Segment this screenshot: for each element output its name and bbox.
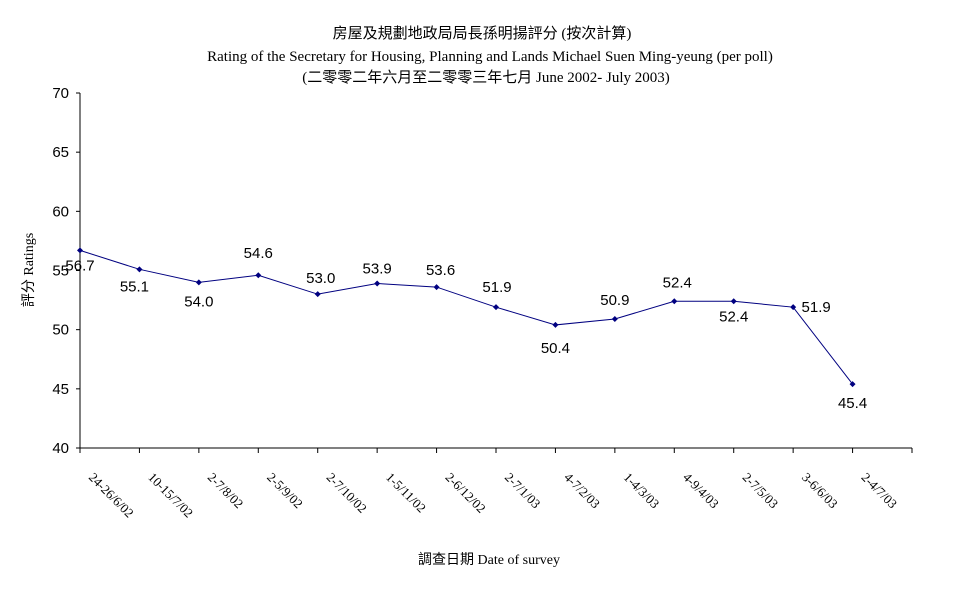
data-label: 54.0: [184, 293, 213, 310]
x-tick-label: 2-7/8/02: [205, 470, 247, 512]
x-tick-label: 1-4/3/03: [621, 470, 663, 512]
data-point: [433, 284, 440, 291]
data-point: [255, 272, 262, 279]
x-tick-label: 2-7/10/02: [324, 470, 370, 516]
x-tick-label: 2-7/5/03: [740, 470, 782, 512]
x-tick-label: 1-5/11/02: [383, 470, 429, 516]
data-label: 56.7: [65, 257, 94, 274]
x-tick-label: 3-6/6/03: [799, 470, 841, 512]
data-label: 52.4: [663, 274, 692, 291]
data-label: 52.4: [719, 308, 748, 325]
chart-title: 房屋及規劃地政局局長孫明揚評分 (按次計算): [333, 24, 632, 42]
y-tick-label: 65: [52, 144, 69, 161]
data-label: 50.4: [541, 340, 570, 357]
data-label: 53.6: [426, 262, 455, 279]
data-point: [374, 280, 381, 287]
x-tick-label: 2-5/9/02: [264, 470, 306, 512]
y-tick-label: 50: [52, 322, 69, 339]
y-tick-label: 60: [52, 203, 69, 220]
data-label: 53.9: [363, 261, 392, 278]
data-label: 55.1: [120, 278, 149, 295]
x-tick-label: 2-7/1/03: [502, 470, 544, 512]
series-ratings: [77, 247, 856, 388]
data-point: [493, 304, 499, 311]
chart-subtitle-period: (二零零二年六月至二零零三年七月 June 2002- July 2003): [302, 69, 670, 86]
data-point: [790, 304, 797, 311]
axes: [79, 93, 912, 449]
y-ticks: 40 45 50 55 60 65 70: [52, 85, 80, 457]
x-tick-label: 4-7/2/03: [561, 470, 603, 512]
data-label: 50.9: [600, 292, 629, 309]
data-point: [671, 298, 678, 305]
data-label: 51.9: [482, 279, 511, 296]
data-point: [611, 316, 618, 323]
chart-subtitle: Rating of the Secretary for Housing, Pla…: [207, 49, 773, 65]
data-point: [730, 298, 737, 305]
y-tick-label: 40: [52, 440, 69, 457]
y-tick-label: 70: [52, 85, 69, 102]
x-tick-label: 2-6/12/02: [442, 470, 488, 516]
x-ticks: 24-26/6/02 10-15/7/02 2-7/8/02 2-5/9/02 2-7/…: [79, 448, 913, 521]
data-label: 51.9: [802, 299, 831, 316]
data-label: 54.6: [244, 245, 273, 262]
x-tick-label: 24-26/6/02: [86, 470, 137, 521]
data-labels: 56.7 55.1 54.0 54.6 53.0 53.9 53.6 51.9 50.4 50.9…: [65, 245, 867, 412]
series-line: [79, 249, 853, 385]
x-tick-label: 2-4/7/03: [858, 470, 900, 512]
x-tick-label: 4-9/4/03: [680, 470, 722, 512]
y-tick-label: 45: [52, 381, 69, 398]
data-point: [552, 321, 559, 328]
data-label: 45.4: [838, 395, 867, 412]
x-tick-label: 10-15/7/02: [145, 470, 196, 521]
data-point: [77, 247, 83, 254]
y-tick-label: 55: [52, 263, 69, 280]
data-point: [849, 381, 856, 388]
y-axis-title: 評分 Ratings: [21, 233, 37, 307]
data-point: [314, 291, 321, 298]
data-label: 53.0: [306, 270, 335, 287]
data-point: [136, 266, 143, 273]
x-axis-title: 調查日期 Date of survey: [418, 552, 560, 568]
data-point: [195, 279, 202, 286]
